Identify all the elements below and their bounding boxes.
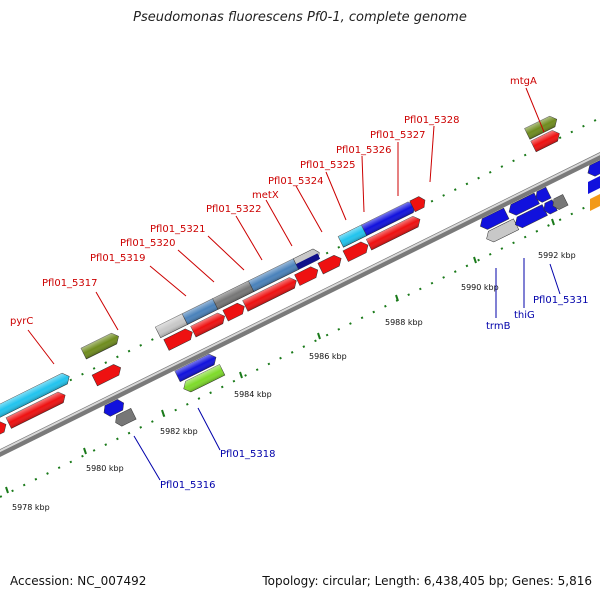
scale-tick: 5990 kbp	[461, 256, 499, 292]
gene-label[interactable]: Pfl01_5316	[160, 480, 216, 491]
gene-label[interactable]: Pfl01_5318	[220, 449, 276, 460]
gene-label[interactable]: Pfl01_5327	[370, 130, 426, 141]
gene-label[interactable]: Pfl01_5325	[300, 160, 356, 171]
scale-tick-label: 5986 kbp	[309, 352, 347, 361]
forward-leader-lines	[27, 87, 545, 365]
scale-tick-label: 5980 kbp	[86, 464, 124, 473]
accession-text: Accession: NC_007492	[10, 574, 147, 588]
gene-red[interactable]	[317, 253, 344, 275]
gene-red[interactable]	[0, 419, 9, 444]
gene-blue-rev[interactable]	[101, 398, 126, 419]
scale-tick: 5986 kbp	[309, 332, 347, 361]
gene-label[interactable]: mtgA	[510, 76, 537, 87]
scale-tick-label: 5982 kbp	[160, 427, 198, 436]
gene-label[interactable]: Pfl01_5328	[404, 115, 460, 126]
scale-tick-label: 5978 kbp	[12, 503, 50, 512]
gene-red-small-top[interactable]	[409, 195, 428, 213]
scale-tick: 5984 kbp	[234, 371, 272, 399]
gene-label[interactable]: thiG	[514, 310, 535, 321]
gene-label[interactable]: trmB	[486, 321, 511, 332]
scale-tick-label: 5984 kbp	[234, 390, 272, 399]
gene-blue-rev[interactable]	[478, 207, 510, 232]
gene-label[interactable]: Pfl01_5331	[533, 295, 589, 306]
gene-red[interactable]	[163, 327, 195, 351]
gene-label[interactable]: Pfl01_5324	[268, 176, 324, 187]
gene-red[interactable]	[342, 240, 371, 262]
reverse-labels: Pfl01_5316 Pfl01_5318 trmB thiG Pfl01_53…	[160, 295, 589, 491]
gene-blue-edge[interactable]	[588, 176, 600, 194]
gene-red[interactable]	[294, 265, 321, 286]
gene-label[interactable]: Pfl01_5321	[150, 224, 206, 235]
scale-tick-label: 5992 kbp	[538, 251, 576, 260]
gene-red-mtga[interactable]	[530, 128, 562, 153]
gene-label[interactable]: Pfl01_5319	[90, 253, 146, 264]
gene-red[interactable]	[190, 311, 228, 338]
gene-blue-rev[interactable]	[585, 154, 600, 179]
gene-features	[0, 114, 600, 444]
scale-tick-label: 5988 kbp	[385, 318, 423, 327]
gene-blue-rev[interactable]	[533, 186, 552, 204]
reverse-leader-lines	[133, 258, 561, 481]
gene-label[interactable]: metX	[252, 190, 279, 201]
gene-lightgray-2[interactable]	[292, 247, 322, 270]
gene-olive-mtga[interactable]	[524, 114, 560, 140]
gene-lime-rev[interactable]	[181, 364, 226, 394]
gene-label[interactable]: Pfl01_5326	[336, 145, 392, 156]
gene-red[interactable]	[5, 390, 68, 429]
map-title: Pseudomonas fluorescens Pf0-1, complete …	[133, 10, 467, 25]
scale-ticks: 5978 kbp 5980 kbp 5982 kbp 5984 kbp 5986…	[5, 218, 576, 512]
gene-lightgray[interactable]	[154, 313, 188, 339]
gene-olive[interactable]	[80, 331, 121, 360]
scale-tick: 5982 kbp	[160, 409, 198, 436]
gene-steel-2[interactable]	[248, 258, 299, 292]
gene-gray-rev[interactable]	[113, 408, 137, 428]
gene-label[interactable]: pyrC	[10, 316, 33, 327]
scale-tick: 5978 kbp	[5, 486, 50, 512]
gene-gray-rev[interactable]	[550, 194, 569, 211]
gene-red[interactable]	[242, 275, 299, 312]
forward-labels: pyrC Pfl01_5317 Pfl01_5319 Pfl01_5320 Pf…	[10, 76, 537, 327]
scale-tick: 5980 kbp	[83, 447, 124, 473]
gene-cyan-2[interactable]	[337, 224, 368, 248]
scale-tick: 5988 kbp	[385, 294, 423, 327]
gene-cyan[interactable]	[0, 371, 72, 429]
gene-red[interactable]	[91, 362, 123, 387]
gene-label[interactable]: Pfl01_5322	[206, 204, 262, 215]
genome-backbone	[0, 152, 600, 457]
gene-label[interactable]: Pfl01_5320	[120, 238, 176, 249]
gene-blue-rev[interactable]	[174, 352, 219, 383]
gene-red[interactable]	[365, 214, 422, 251]
genome-summary-text: Topology: circular; Length: 6,438,405 bp…	[262, 574, 592, 588]
gene-orange-edge[interactable]	[590, 194, 600, 211]
gene-red[interactable]	[222, 301, 247, 322]
gene-label[interactable]: Pfl01_5317	[42, 278, 98, 289]
scale-tick: 5992 kbp	[538, 218, 576, 260]
scale-tick-label: 5990 kbp	[461, 283, 499, 292]
